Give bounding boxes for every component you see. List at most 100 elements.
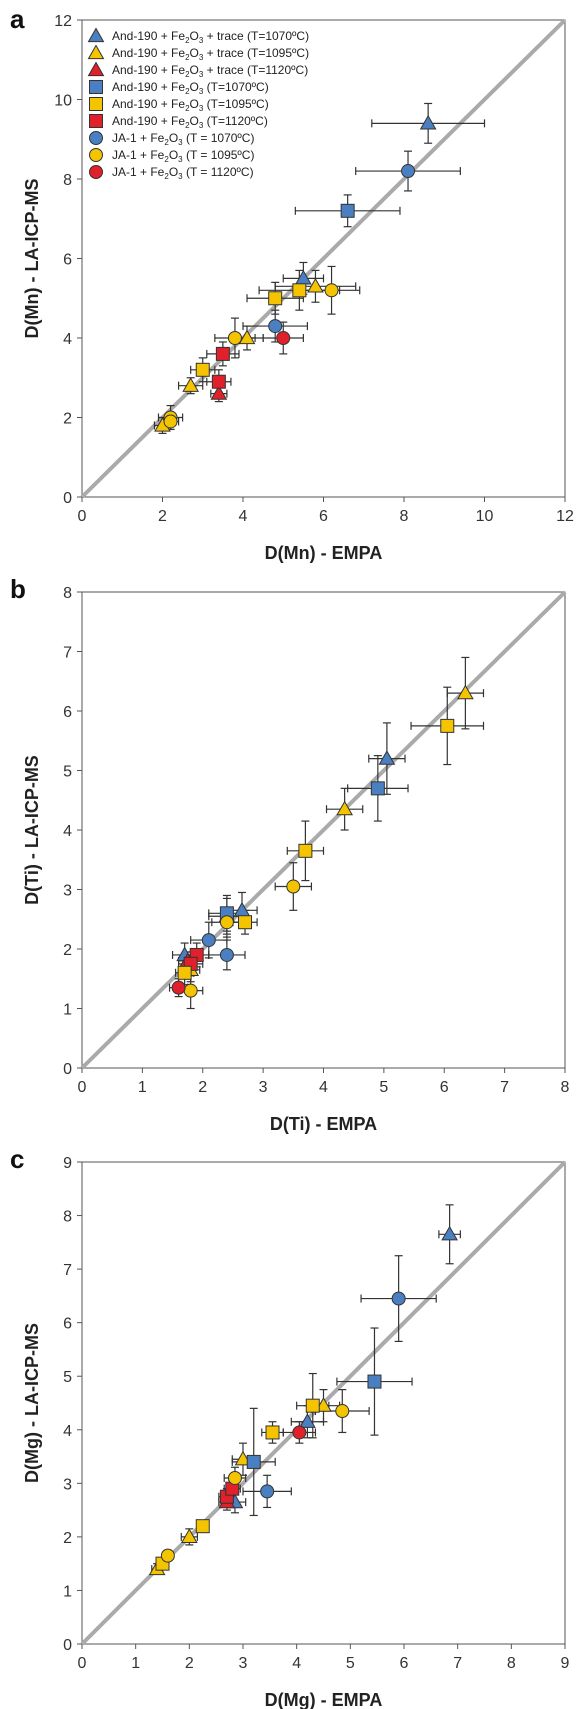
legend-text-c: (T=1120ºC): [203, 114, 268, 128]
y-tick-label: 0: [63, 1061, 72, 1078]
legend-subscript: 2: [164, 155, 169, 164]
legend-text-a: And-190 + Fe: [112, 97, 185, 111]
x-axis-label: D(Mg) - EMPA: [265, 1690, 383, 1709]
point-circle-2-17: [260, 1484, 275, 1499]
legend-text-a: And-190 + Fe: [112, 63, 185, 77]
x-tick-label: 6: [319, 508, 328, 525]
point-circle-1-19: [219, 915, 234, 930]
point-square-0-7: [340, 203, 355, 218]
x-tick-label: 0: [78, 1655, 87, 1672]
legend: And-190 + Fe2O3 + trace (T=1070ºC)And-19…: [87, 27, 309, 181]
x-tick-label: 8: [561, 1079, 570, 1096]
x-tick-label: 8: [400, 508, 409, 525]
point-circle-0-15: [324, 283, 339, 298]
point-circle-2-16: [391, 1291, 406, 1306]
point-square-0-11: [215, 346, 230, 361]
error-bars: [168, 656, 485, 1010]
point-square-0-10: [195, 362, 210, 377]
legend-subscript: 2: [164, 138, 169, 147]
legend-entry: And-190 + Fe2O3 (T=1095ºC): [112, 97, 269, 113]
point-circle-1-21: [171, 980, 186, 995]
point-square-0-9: [292, 283, 307, 298]
point-square-1-12: [238, 915, 253, 930]
point-square-legend-4: [89, 97, 103, 111]
legend-text-a: And-190 + Fe: [112, 114, 185, 128]
y-axis-label: D(Ti) - LA-ICP-MS: [22, 755, 42, 905]
legend-entry: And-190 + Fe2O3 + trace (T=1095ºC): [112, 46, 309, 62]
panel-a: a 0 2 4 6 8 10 12 0 2 4 6 8 10 12 D(Mn) - EMPA D(Mn) - L…: [10, 4, 574, 563]
y-tick-label: 3: [63, 883, 72, 900]
legend-entry: And-190 + Fe2O3 (T=1070ºC): [112, 80, 269, 96]
legend-subscript: 2: [185, 70, 190, 79]
legend-subscript: 2: [185, 53, 190, 62]
plot-frame: [81, 1161, 566, 1645]
point-circle-legend-6: [89, 131, 103, 145]
panel-b: b 0 1 2 3 4 5 6 7 8 0 1 2 3 4 5 6 7 8 D(Ti) - EMPA D(Ti) - L…: [10, 574, 570, 1134]
x-tick-label: 2: [198, 1079, 207, 1096]
legend-subscript: 2: [185, 36, 190, 45]
point-square-0-12: [211, 374, 226, 389]
point-circle-1-20: [183, 983, 198, 998]
x-tick-label: 7: [500, 1079, 509, 1096]
point-triangle-2-0: [441, 1225, 458, 1241]
x-tick-label: 2: [185, 1655, 194, 1672]
x-tick-label: 9: [561, 1655, 570, 1672]
point-triangle-0-3: [238, 329, 256, 345]
x-tick-label: 1: [131, 1655, 140, 1672]
y-tick-label: 9: [63, 1155, 72, 1172]
point-triangle-0-6: [210, 385, 228, 400]
point-square-2-12: [195, 1519, 210, 1534]
y-tick-label: 8: [63, 172, 72, 189]
x-axis-label: D(Ti) - EMPA: [270, 1114, 377, 1134]
x-tick-label: 4: [319, 1079, 328, 1096]
point-square-2-10: [265, 1425, 280, 1440]
point-triangle-0-4: [182, 377, 200, 392]
legend-text-a: And-190 + Fe: [112, 46, 185, 60]
x-tick-label: 4: [239, 508, 248, 525]
y-tick-label: 6: [63, 704, 72, 721]
point-circle-0-18: [163, 414, 178, 429]
legend-entry: And-190 + Fe2O3 + trace (T=1070ºC): [112, 29, 309, 45]
legend-text-c: + trace (T=1070ºC): [203, 29, 309, 43]
legend-text-a: And-190 + Fe: [112, 80, 185, 94]
point-triangle-0-0: [419, 114, 437, 130]
point-circle-legend-7: [89, 148, 103, 162]
legend-entry: JA-1 + Fe2O3 (T = 1120ºC): [112, 165, 254, 181]
legend-subscript: 3: [178, 138, 183, 147]
point-circle-0-14: [268, 319, 283, 334]
legend-subscript: 3: [199, 53, 204, 62]
y-tick-label: 3: [63, 1476, 72, 1493]
point-square-1-8: [440, 718, 455, 733]
y-tick-label: 7: [63, 1262, 72, 1279]
x-tick-label: 7: [453, 1655, 462, 1672]
x-tick-label: 1: [138, 1079, 147, 1096]
x-axis-label: D(Mn) - EMPA: [265, 543, 383, 563]
panel-letter: c: [10, 1144, 24, 1174]
point-triangle-2-2: [299, 1413, 316, 1428]
legend-subscript: 2: [185, 104, 190, 113]
legend-text-b: O: [169, 165, 178, 179]
y-tick-label: 5: [63, 764, 72, 781]
y-tick-label: 1: [63, 1002, 72, 1019]
legend-subscript: 3: [199, 36, 204, 45]
point-square-1-10: [298, 843, 313, 858]
legend-text-b: O: [169, 131, 178, 145]
point-square-1-15: [177, 965, 192, 980]
legend-text-b: O: [190, 97, 199, 111]
y-tick-label: 10: [54, 93, 72, 110]
legend-text-c: (T = 1120ºC): [183, 165, 254, 179]
legend-subscript: 2: [185, 87, 190, 96]
markers: [148, 1225, 458, 1576]
point-circle-1-16: [201, 933, 216, 948]
point-square-legend-3: [89, 80, 103, 94]
y-tick-label: 7: [63, 645, 72, 662]
y-tick-label: 5: [63, 1369, 72, 1386]
point-triangle-1-1: [378, 750, 396, 765]
error-bars: [151, 1204, 461, 1575]
legend-text-c: + trace (T=1095ºC): [203, 46, 309, 60]
panel-c: c 0 1 2 3 4 5 6 7 8 9 0 1 2 3 4 5 6 7 8 9 D(Mg) - EMPA D(Mg) -…: [10, 1144, 570, 1709]
legend-subscript: 3: [199, 87, 204, 96]
y-tick-label: 0: [63, 1637, 72, 1654]
point-triangle-legend-0: [87, 27, 105, 43]
